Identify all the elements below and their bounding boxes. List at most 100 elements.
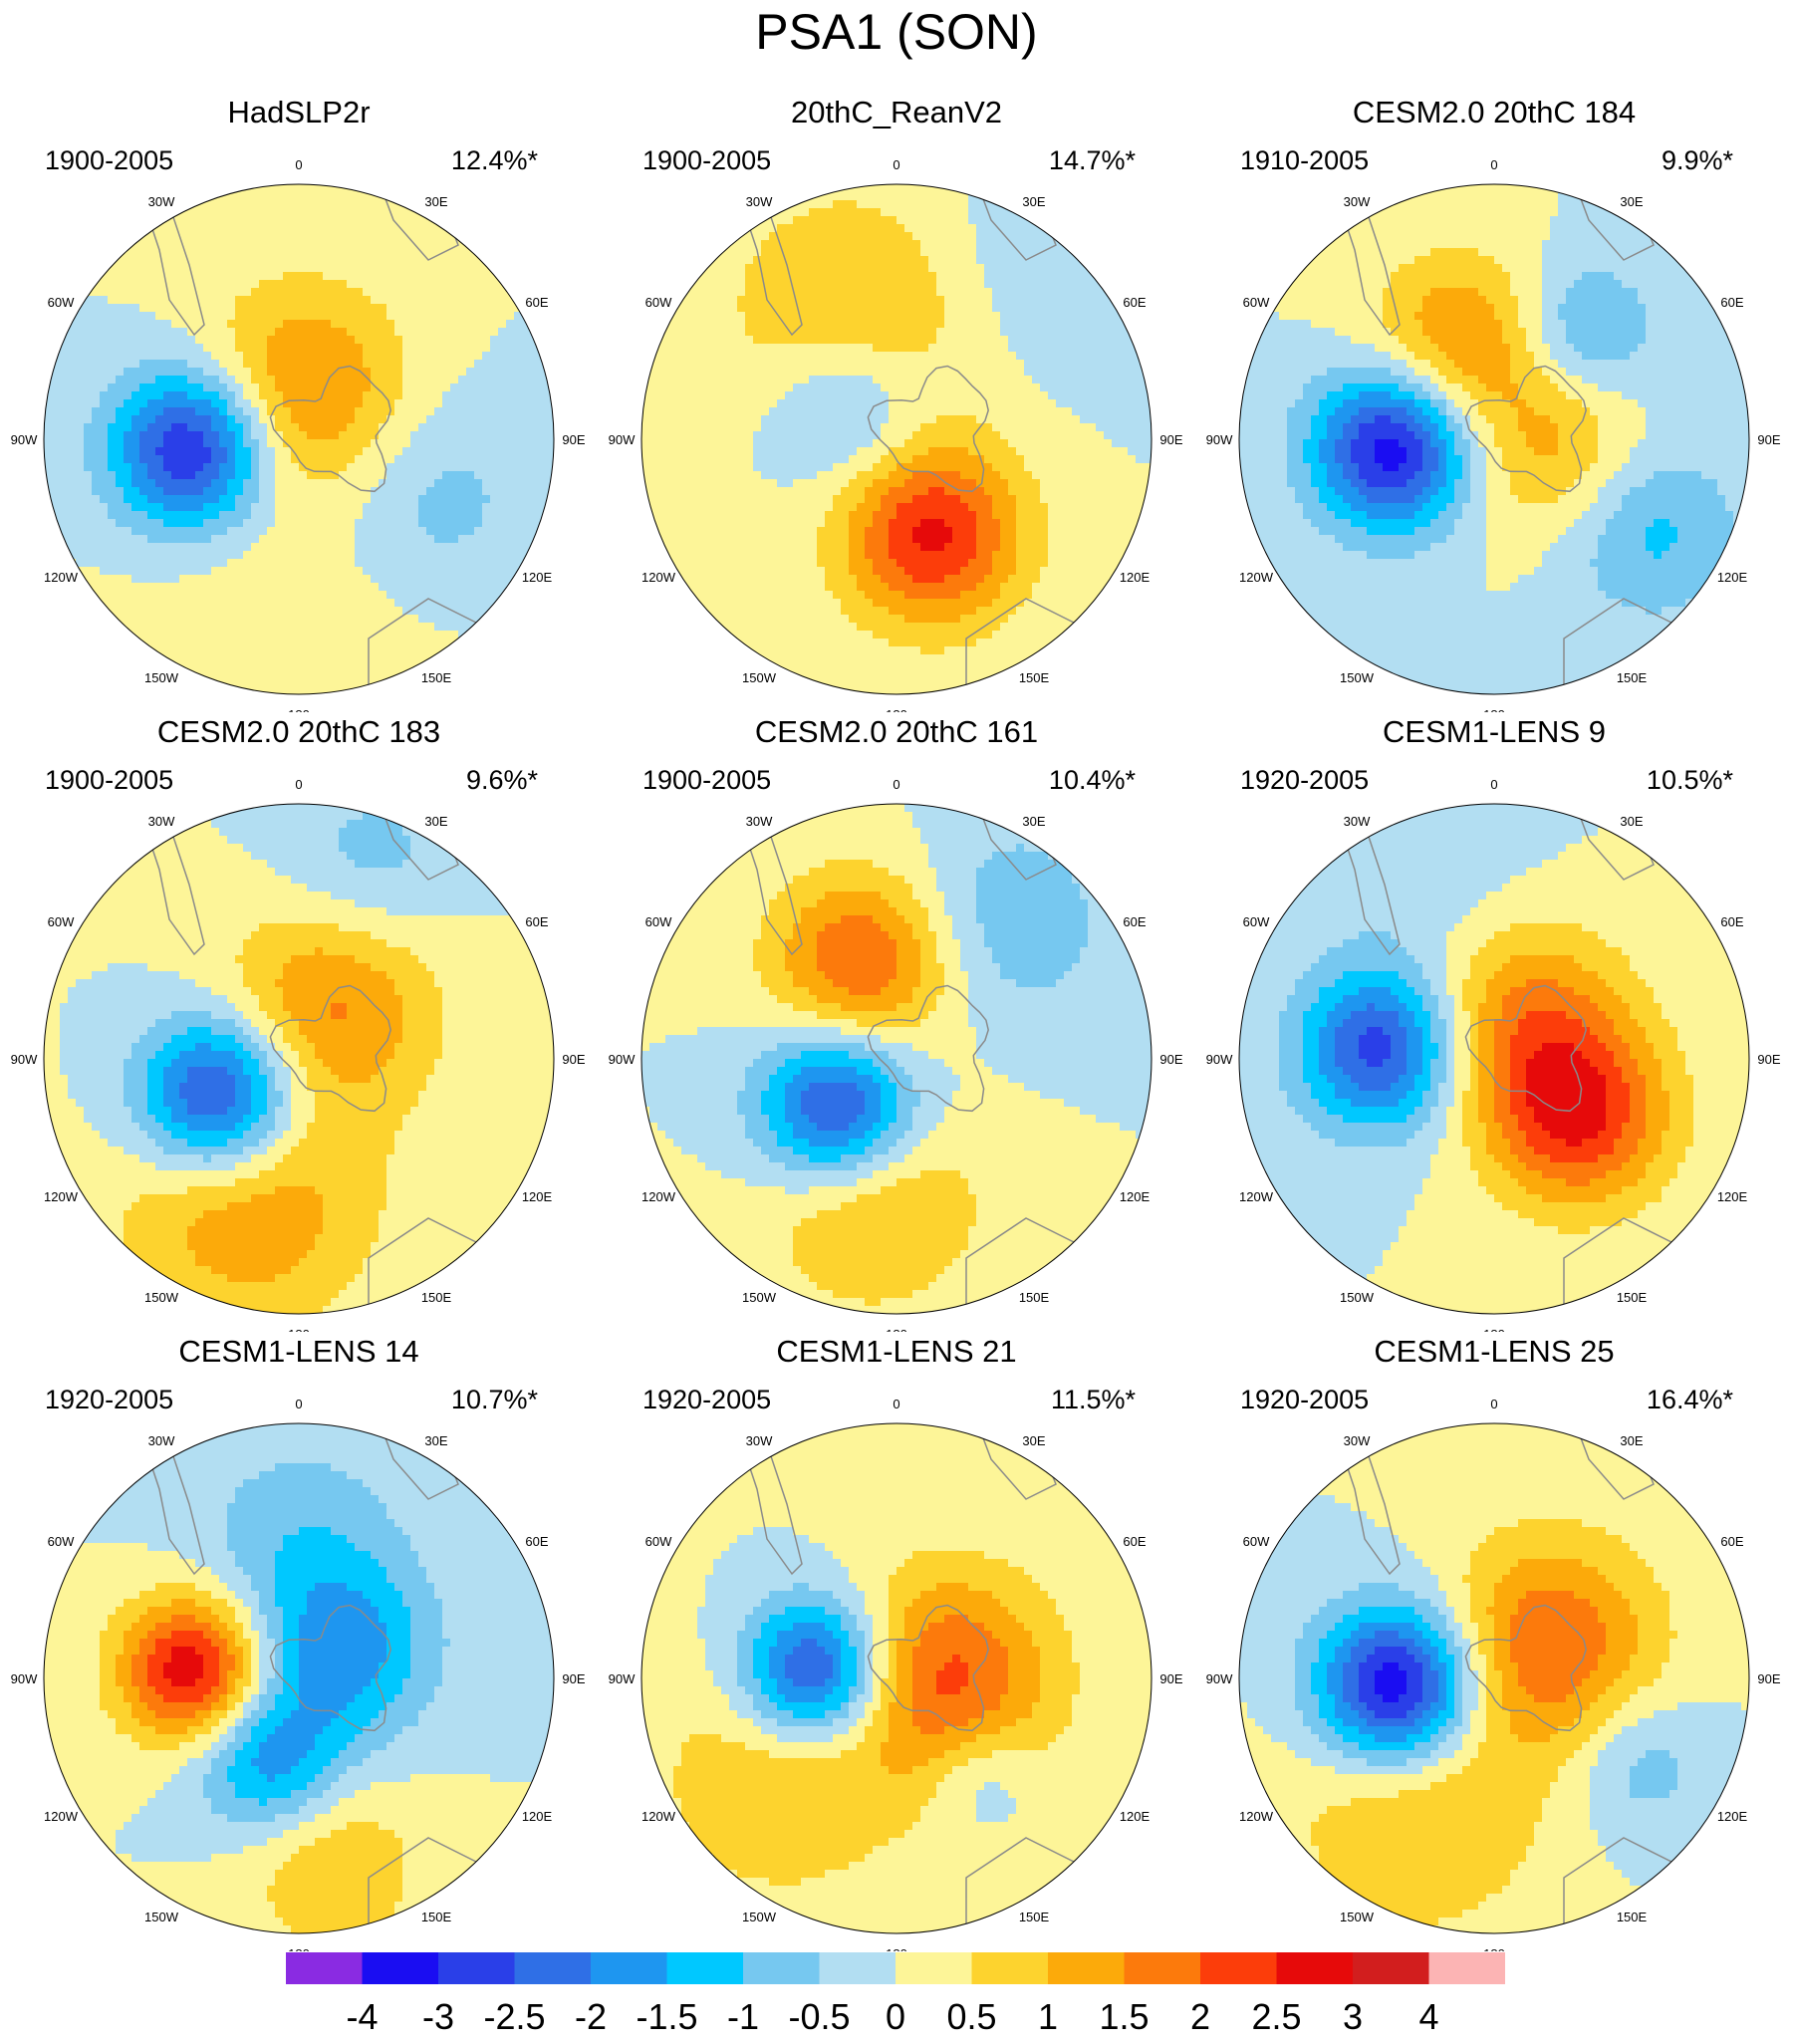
field-cell bbox=[235, 328, 244, 337]
field-cell bbox=[538, 431, 547, 440]
field-cell bbox=[235, 487, 244, 496]
field-cell bbox=[506, 336, 515, 345]
field-cell bbox=[84, 360, 93, 369]
field-cell bbox=[833, 288, 842, 297]
field-cell bbox=[418, 535, 427, 544]
field-cell bbox=[108, 591, 117, 600]
field-cell bbox=[283, 288, 292, 297]
field-cell bbox=[331, 216, 340, 225]
field-cell bbox=[498, 503, 507, 512]
field-cell bbox=[474, 383, 483, 392]
field-cell bbox=[386, 487, 395, 496]
field-cell bbox=[227, 184, 236, 193]
field-cell bbox=[490, 479, 499, 488]
field-cell bbox=[1120, 415, 1129, 424]
field-cell bbox=[147, 567, 156, 576]
field-cell bbox=[307, 296, 316, 305]
field-cell bbox=[681, 368, 690, 377]
field-cell bbox=[729, 272, 738, 281]
field-cell bbox=[968, 224, 977, 233]
field-cell bbox=[227, 399, 236, 408]
field-cell bbox=[76, 471, 85, 480]
field-cell bbox=[291, 615, 300, 624]
field-cell bbox=[466, 248, 475, 257]
field-cell bbox=[116, 383, 125, 392]
field-cell bbox=[339, 280, 348, 289]
field-cell bbox=[355, 407, 364, 416]
field-cell bbox=[371, 304, 380, 313]
field-cell bbox=[299, 216, 308, 225]
field-cell bbox=[1112, 415, 1121, 424]
field-cell bbox=[490, 583, 499, 592]
field-cell bbox=[203, 336, 212, 345]
field-cell bbox=[124, 591, 132, 600]
field-cell bbox=[793, 240, 802, 249]
field-cell bbox=[514, 344, 523, 353]
field-cell bbox=[944, 336, 953, 345]
field-cell bbox=[219, 272, 228, 281]
field-cell bbox=[131, 264, 140, 273]
field-cell bbox=[124, 431, 132, 440]
field-cell bbox=[68, 535, 77, 544]
field-cell bbox=[1096, 312, 1105, 321]
field-cell bbox=[530, 439, 539, 448]
field-cell bbox=[705, 407, 714, 416]
field-cell bbox=[466, 320, 475, 329]
field-cell bbox=[243, 399, 252, 408]
field-cell bbox=[538, 391, 547, 400]
field-cell bbox=[211, 360, 220, 369]
field-cell bbox=[339, 272, 348, 281]
field-cell bbox=[498, 591, 507, 600]
field-cell bbox=[1048, 304, 1057, 313]
field-cell bbox=[538, 399, 547, 408]
field-cell bbox=[458, 288, 467, 297]
field-cell bbox=[227, 686, 236, 695]
field-cell bbox=[131, 376, 140, 384]
field-cell bbox=[928, 288, 937, 297]
field-cell bbox=[689, 328, 698, 337]
field-cell bbox=[235, 368, 244, 377]
field-cell bbox=[92, 376, 101, 384]
field-cell bbox=[131, 296, 140, 305]
field-cell bbox=[307, 352, 316, 361]
field-cell bbox=[506, 423, 515, 432]
field-cell bbox=[801, 376, 810, 384]
field-cell bbox=[347, 304, 356, 313]
field-cell bbox=[1104, 328, 1113, 337]
field-cell bbox=[251, 272, 260, 281]
field-cell bbox=[833, 304, 842, 313]
field-cell bbox=[1136, 391, 1145, 400]
field-cell bbox=[259, 399, 268, 408]
field-cell bbox=[1008, 415, 1017, 424]
field-cell bbox=[211, 447, 220, 456]
field-cell bbox=[331, 479, 340, 488]
field-cell bbox=[171, 646, 180, 655]
field-cell bbox=[1056, 344, 1065, 353]
field-cell bbox=[307, 240, 316, 249]
field-cell bbox=[841, 256, 850, 265]
field-cell bbox=[785, 360, 794, 369]
field-cell bbox=[833, 208, 842, 217]
field-cell bbox=[299, 200, 308, 209]
field-cell bbox=[187, 607, 196, 616]
field-cell bbox=[1064, 296, 1073, 305]
field-cell bbox=[179, 288, 188, 297]
field-cell bbox=[522, 519, 531, 528]
field-cell bbox=[761, 383, 770, 392]
field-cell bbox=[124, 607, 132, 616]
field-cell bbox=[689, 312, 698, 321]
field-cell bbox=[498, 272, 507, 281]
field-cell bbox=[347, 567, 356, 576]
field-cell bbox=[339, 662, 348, 671]
field-cell bbox=[179, 646, 188, 655]
field-cell bbox=[139, 527, 148, 536]
field-cell bbox=[315, 352, 324, 361]
field-cell bbox=[1024, 423, 1033, 432]
field-cell bbox=[275, 368, 284, 377]
field-cell bbox=[339, 495, 348, 504]
field-cell bbox=[896, 320, 905, 329]
field-cell bbox=[1080, 376, 1089, 384]
field-cell bbox=[100, 280, 109, 289]
field-cell bbox=[442, 407, 451, 416]
field-cell bbox=[323, 407, 332, 416]
